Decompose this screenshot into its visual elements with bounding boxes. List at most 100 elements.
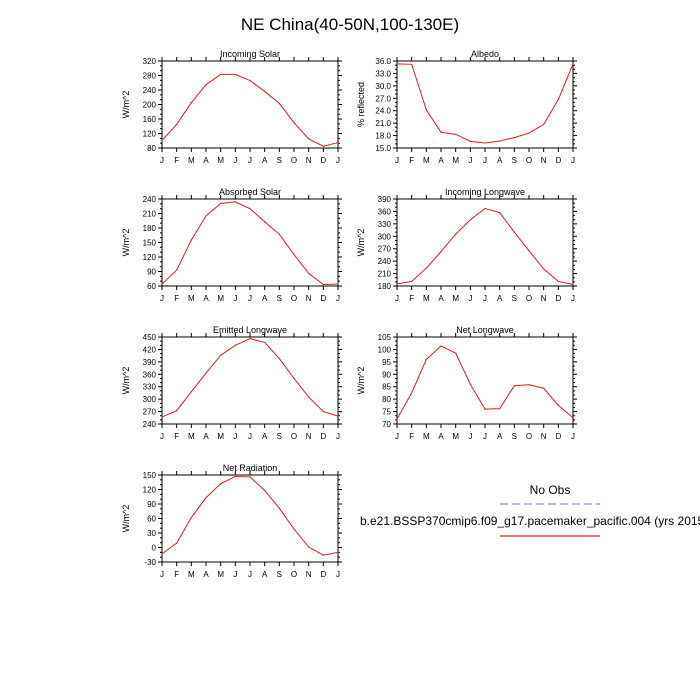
x-tick-label: A — [262, 156, 268, 165]
y-tick-label: 270 — [143, 408, 157, 417]
x-tick-label: N — [306, 156, 312, 165]
x-tick-label: D — [555, 294, 561, 303]
x-tick-label: O — [291, 156, 297, 165]
x-tick-label: O — [526, 432, 532, 441]
y-tick-label: 85 — [382, 383, 391, 392]
x-tick-label: J — [468, 156, 472, 165]
y-tick-label: 210 — [378, 270, 392, 279]
x-tick-label: N — [541, 432, 547, 441]
y-tick-label: 150 — [143, 239, 157, 248]
y-tick-label: 390 — [143, 358, 157, 367]
y-tick-label: 120 — [143, 130, 157, 139]
panel-1: Incoming Solar W/m^2 80 120 160 200 240 280 320 J… — [121, 49, 342, 165]
y-tick-label: 150 — [143, 471, 157, 480]
y-tick-label: 300 — [143, 395, 157, 404]
data-point — [293, 253, 295, 256]
data-point — [249, 476, 251, 478]
x-tick-label: A — [262, 294, 268, 303]
x-tick-label: S — [277, 294, 282, 303]
y-tick-label: 33.0 — [375, 69, 391, 78]
panel-title: Incoming Longwave — [445, 187, 525, 197]
x-tick-label: A — [497, 432, 503, 441]
data-point — [205, 215, 207, 217]
y-tick-label: 390 — [378, 195, 392, 204]
data-point — [337, 141, 339, 144]
y-tick-label: 240 — [143, 420, 157, 429]
y-tick-label: 27.0 — [375, 94, 391, 103]
y-axis-label: W/m^2 — [121, 229, 131, 257]
x-tick-label: J — [571, 294, 575, 303]
data-point — [293, 528, 295, 530]
y-tick-label: 180 — [143, 224, 157, 233]
data-point — [176, 542, 178, 544]
data-point — [337, 283, 339, 285]
x-tick-label: M — [188, 156, 195, 165]
y-tick-label: 320 — [143, 57, 157, 66]
data-point — [440, 345, 442, 347]
plot-frame — [161, 336, 339, 425]
x-tick-label: D — [320, 570, 326, 579]
data-point — [572, 283, 574, 285]
data-point — [234, 73, 236, 76]
x-tick-label: M — [423, 432, 430, 441]
y-tick-label: 21.0 — [375, 119, 391, 128]
data-point — [249, 79, 251, 82]
data-point — [396, 418, 398, 420]
y-tick-label: 120 — [143, 486, 157, 495]
y-axis-label: W/m^2 — [121, 91, 131, 119]
data-point — [543, 123, 545, 125]
x-tick-label: D — [555, 156, 561, 165]
data-point — [234, 201, 236, 203]
x-tick-label: M — [423, 294, 430, 303]
x-tick-label: F — [409, 294, 414, 303]
x-tick-label: J — [160, 570, 164, 579]
y-tick-label: 95 — [382, 358, 391, 367]
y-tick-label: 80 — [147, 144, 156, 153]
data-point — [176, 410, 178, 412]
y-tick-label: 90 — [147, 268, 156, 277]
y-tick-label: 75 — [382, 408, 391, 417]
data-point — [396, 63, 398, 65]
data-point — [249, 208, 251, 210]
data-point — [205, 497, 207, 499]
data-point — [499, 407, 501, 410]
y-axis-label: W/m^2 — [356, 367, 366, 395]
data-point — [220, 354, 222, 356]
data-point — [337, 551, 339, 553]
data-point — [278, 102, 280, 105]
panel-title: Albedo — [471, 49, 499, 59]
x-tick-label: M — [188, 294, 195, 303]
x-tick-label: N — [306, 570, 312, 579]
y-tick-label: 270 — [378, 245, 392, 254]
plot-frame — [161, 60, 339, 149]
y-tick-label: 200 — [143, 101, 157, 110]
data-point — [337, 415, 339, 417]
panel-2: Albedo % reflected 15.0 18.0 21.0 24.0 27.0 30.… — [356, 49, 577, 165]
y-tick-label: 240 — [378, 257, 392, 266]
x-tick-label: M — [452, 156, 459, 165]
y-tick-label: 24.0 — [375, 107, 391, 116]
x-tick-label: J — [395, 294, 399, 303]
x-tick-label: D — [320, 432, 326, 441]
x-tick-label: A — [262, 570, 268, 579]
y-axis-label: W/m^2 — [356, 229, 366, 257]
x-tick-label: M — [217, 432, 224, 441]
data-point — [455, 133, 457, 135]
panel-5: Emitted Longwave W/m^2 240 270 300 330 360 390 4… — [121, 325, 342, 441]
x-tick-label: M — [217, 570, 224, 579]
x-tick-label: A — [203, 156, 209, 165]
data-point — [308, 138, 310, 140]
data-point — [484, 142, 486, 144]
data-point — [220, 483, 222, 485]
data-point — [469, 140, 471, 142]
data-point — [557, 280, 559, 283]
data-point — [322, 283, 324, 286]
data-point — [411, 280, 413, 283]
x-tick-label: S — [512, 432, 517, 441]
y-tick-label: 330 — [378, 220, 392, 229]
data-point — [205, 83, 207, 86]
x-tick-label: S — [277, 156, 282, 165]
panel-3: Absorbed Solar W/m^2 60 90 120 150 180 210 240 J F… — [121, 187, 342, 303]
y-tick-label: 105 — [378, 333, 392, 342]
panels: Incoming Solar W/m^2 80 120 160 200 240 280 320 J… — [121, 49, 577, 579]
